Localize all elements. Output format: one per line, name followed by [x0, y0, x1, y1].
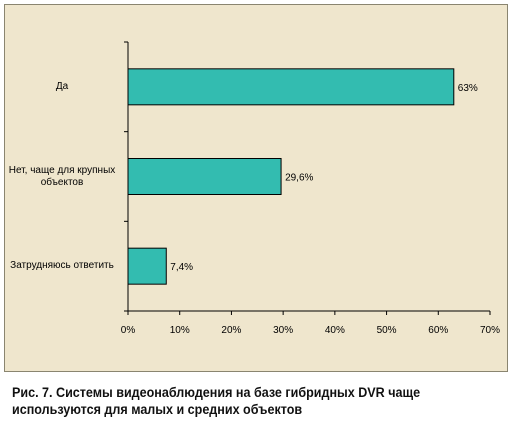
x-tick-label: 20%: [221, 325, 241, 336]
category-label: Да: [55, 80, 69, 92]
data-label: 29,6%: [285, 173, 313, 184]
x-tick-label: 0%: [121, 325, 136, 336]
data-label: 63%: [458, 83, 478, 94]
category-label: Нет, чаще для крупных объектов: [8, 164, 116, 188]
bar: [127, 247, 167, 285]
category-label: Затрудняюсь ответить: [10, 260, 114, 272]
bar: [127, 68, 455, 106]
data-label: 7,4%: [170, 262, 193, 273]
x-tick-label: 10%: [170, 325, 190, 336]
figure-caption: Рис. 7. Системы видеонаблюдения на базе …: [12, 385, 421, 417]
x-tick-label: 70%: [480, 325, 500, 336]
x-tick-label: 50%: [377, 325, 397, 336]
x-tick-label: 60%: [428, 325, 448, 336]
x-tick-label: 30%: [273, 325, 293, 336]
bar: [127, 158, 282, 195]
x-tick-label: 40%: [325, 325, 345, 336]
bar-chart: 0% 10% 20% 30% 40% 50% 60% 70% 63% 29,6% 7,4%: [121, 41, 500, 336]
